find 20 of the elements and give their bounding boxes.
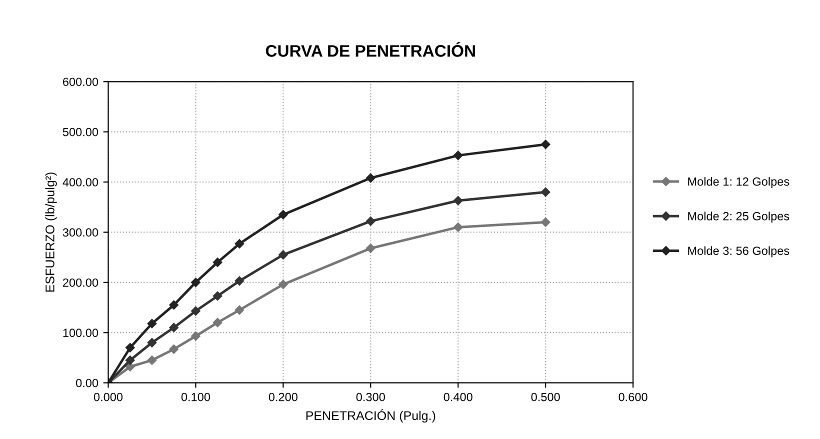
y-tick-label: 100.00 [63, 328, 98, 338]
x-tick-label: 0.300 [356, 392, 385, 402]
y-tick-label: 400.00 [62, 178, 98, 186]
x-axis-title: PENETRACIÓN (Pulg.) [306, 409, 436, 423]
x-tick-label: 0.400 [444, 392, 472, 402]
x-tick-label: 0.100 [181, 392, 210, 402]
y-tick-label: 0.00 [76, 378, 98, 388]
chart-title: CURVA DE PENETRACIÓN [266, 42, 475, 57]
x-tick-label: 0.000 [94, 392, 123, 402]
y-tick-label: 300.00 [62, 228, 98, 237]
legend-label: Molde 2: 25 Golpes [688, 212, 790, 223]
y-tick-label: 600.00 [63, 78, 98, 86]
x-tick-label: 0.600 [618, 392, 648, 402]
y-tick-label: 200.00 [63, 278, 98, 287]
y-axis-title: ESFUERZO (lb/pulg²) [45, 172, 57, 292]
x-tick-label: 0.200 [268, 392, 298, 402]
y-tick-label: 500.00 [62, 128, 98, 136]
legend-label: Molde 1: 12 Golpes [688, 177, 790, 188]
x-tick-label: 0.500 [531, 392, 560, 402]
legend-label: Molde 3: 56 Golpes [688, 246, 790, 258]
